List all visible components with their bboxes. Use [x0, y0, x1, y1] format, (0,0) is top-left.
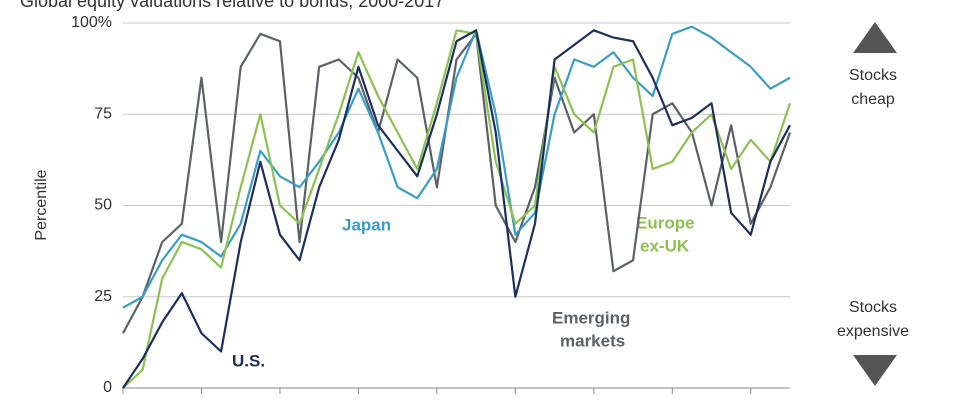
y-tick-label: 25 — [94, 288, 112, 305]
annotation: ex-UK — [640, 236, 690, 255]
y-axis-label: Percentile — [33, 169, 50, 240]
annotation: expensive — [837, 323, 909, 340]
down-arrow — [853, 355, 897, 386]
chart-title: Global equity valuations relative to bon… — [20, 0, 444, 11]
annotation: Europe — [636, 213, 695, 232]
annotation: Emerging — [552, 308, 630, 327]
annotation: U.S. — [232, 351, 265, 370]
series-line — [122, 29, 792, 389]
y-tick-label: 100% — [71, 14, 112, 31]
annotation: markets — [560, 331, 625, 350]
annotation: cheap — [851, 91, 895, 108]
series-line — [122, 29, 791, 389]
annotation: Stocks — [849, 299, 897, 316]
annotation: Stocks — [849, 67, 897, 84]
y-tick-label: 75 — [94, 105, 112, 122]
y-tick-label: 0 — [103, 379, 112, 396]
annotation: Japan — [342, 215, 391, 234]
y-tick-label: 50 — [94, 197, 112, 214]
series-line — [122, 32, 792, 334]
series-line — [122, 25, 791, 309]
up-arrow — [853, 22, 897, 53]
